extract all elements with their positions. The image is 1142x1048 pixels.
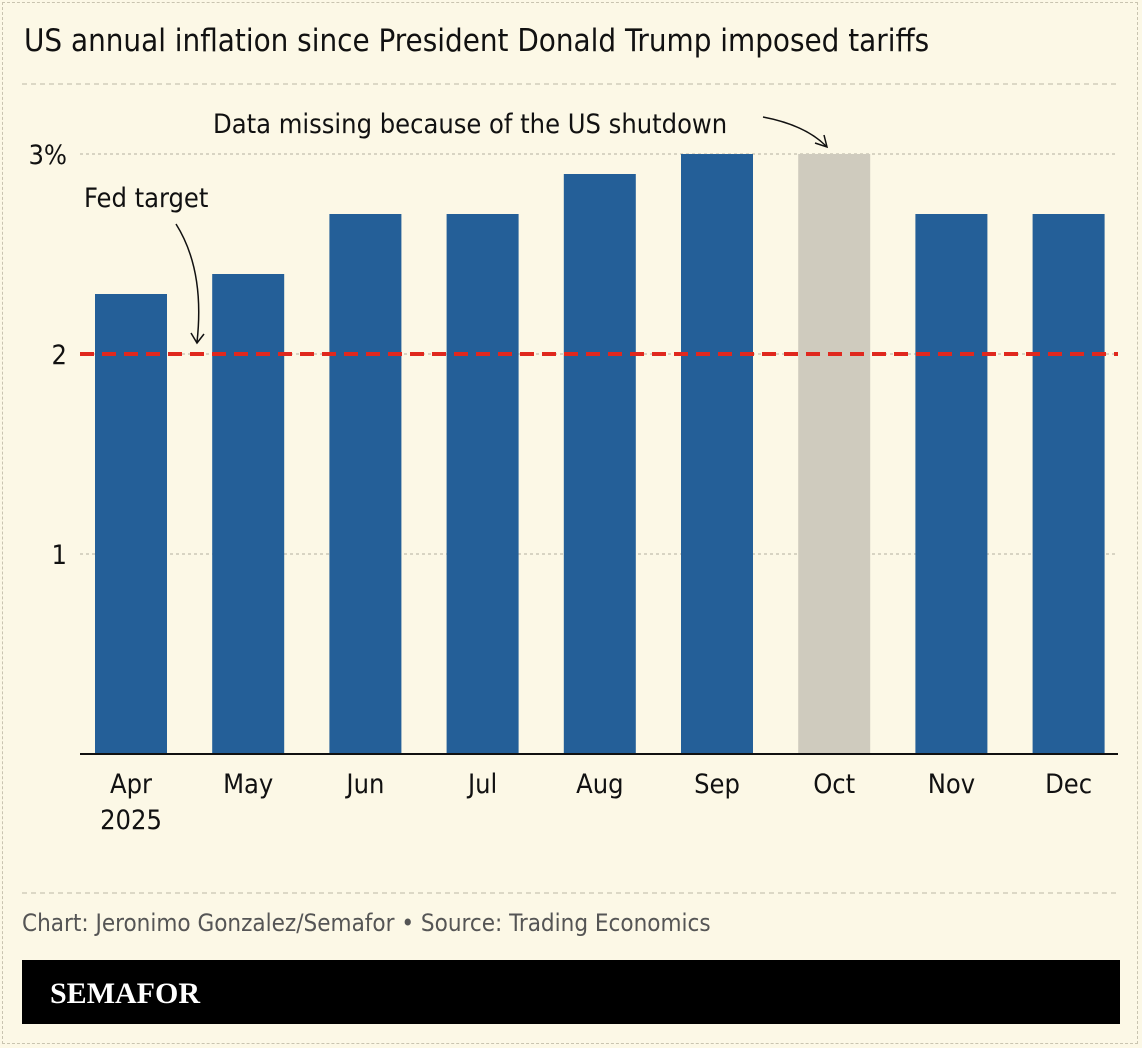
x-tick-sublabel: 2025: [100, 805, 162, 836]
annotation-fed-target: Fed target: [84, 183, 208, 214]
x-tick-label: May: [223, 769, 273, 800]
bar-aug: [563, 174, 636, 754]
x-tick-label: Dec: [1045, 769, 1092, 800]
x-tick-label: Oct: [813, 769, 855, 800]
annotation-fed-target-arrowhead: [190, 332, 205, 345]
annotation-fed-target-arrow: [175, 223, 200, 343]
y-tick-label: 2: [52, 340, 67, 371]
bar-nov: [915, 214, 988, 754]
brand-logo: SEMAFOR: [50, 977, 200, 1010]
bar-jul: [446, 214, 519, 754]
bar-oct-missing: [798, 154, 871, 754]
bar-dec: [1032, 214, 1105, 754]
annotation-shutdown-arrowhead: [814, 134, 829, 149]
brand-bar: [22, 960, 1120, 1024]
annotation-shutdown-arrow: [762, 116, 827, 147]
x-tick-label: Jul: [466, 769, 497, 800]
y-tick-label: 1: [52, 540, 67, 571]
bar-sep: [681, 154, 753, 754]
x-tick-label: Nov: [928, 769, 975, 800]
bar-jun: [329, 214, 402, 754]
x-tick-label: Apr: [110, 769, 152, 800]
chart-title: US annual inflation since President Dona…: [24, 23, 929, 59]
bar-may: [212, 274, 285, 754]
bar-apr: [95, 294, 167, 754]
annotation-shutdown: Data missing because of the US shutdown: [213, 109, 727, 140]
y-tick-label: 3%: [28, 140, 67, 171]
x-tick-label: Sep: [694, 769, 740, 800]
footer-credit: Chart: Jeronimo Gonzalez/Semafor • Sourc…: [22, 909, 711, 937]
x-tick-label: Jun: [344, 769, 384, 800]
x-tick-label: Aug: [576, 769, 623, 800]
